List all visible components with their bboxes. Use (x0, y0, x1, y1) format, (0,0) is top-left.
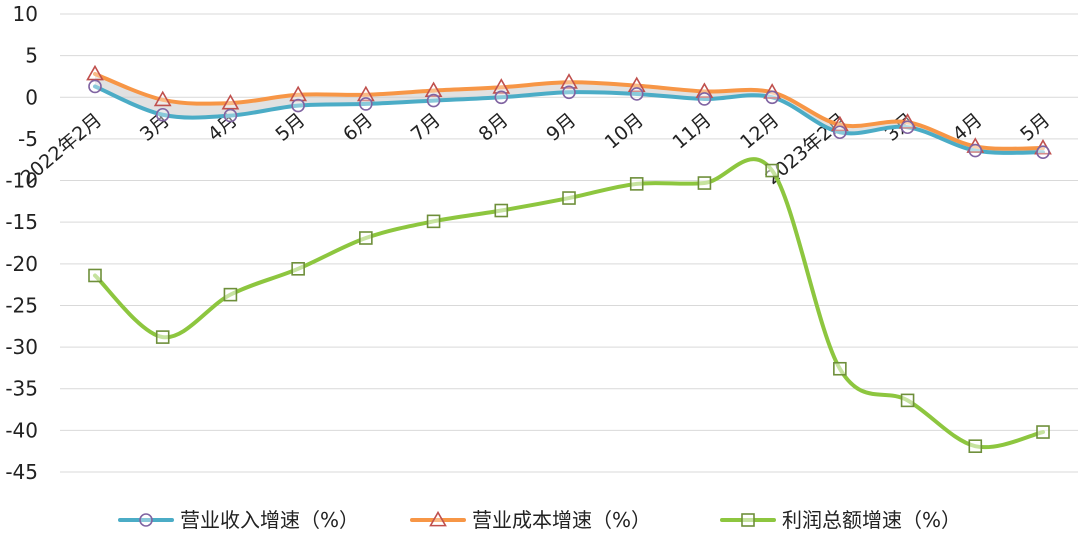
y-tick-label: -45 (5, 460, 38, 484)
x-tick-label: 8月 (475, 109, 513, 146)
x-tick-label: 10月 (601, 109, 648, 154)
data-point (833, 125, 847, 140)
legend-label: 利润总额增速（%） (782, 508, 961, 532)
data-point (86, 64, 104, 81)
data-point (155, 330, 170, 344)
data-point (629, 87, 644, 101)
data-point (155, 107, 170, 122)
legend: 营业收入增速（%） 营业成本增速（%） 利润总额增速（%） (118, 508, 961, 532)
data-point (562, 85, 576, 100)
revenue-cost-band (95, 73, 1043, 153)
data-point (560, 73, 578, 89)
x-tick-label: 5月 (271, 109, 309, 146)
y-tick-label: -30 (5, 335, 38, 359)
data-point (697, 176, 712, 190)
data-point (223, 108, 238, 123)
x-tick-label: 6月 (339, 109, 377, 146)
legend-label: 营业成本增速（%） (472, 508, 651, 532)
legend-marker (429, 510, 447, 527)
data-point (494, 90, 509, 105)
series-lines (93, 71, 1045, 450)
data-point (1036, 145, 1050, 160)
data-point (426, 93, 441, 108)
data-point (221, 93, 240, 110)
data-point (426, 214, 441, 229)
y-tick-label: 0 (25, 85, 38, 109)
legend-marker (139, 513, 153, 527)
data-point (900, 393, 915, 408)
x-tick-label: 12月 (736, 109, 783, 154)
data-point (765, 163, 779, 178)
y-tick-label: 5 (25, 44, 38, 68)
x-tick-label: 5月 (1016, 109, 1054, 146)
data-point (359, 97, 373, 111)
y-tick-label: -40 (5, 418, 38, 442)
series-line (93, 84, 1045, 155)
data-point (968, 439, 983, 453)
data-point (356, 85, 375, 102)
data-point (697, 92, 712, 106)
data-point (968, 143, 983, 158)
data-point (494, 203, 509, 218)
y-tick-label: -10 (5, 169, 38, 193)
y-tick-label: -20 (5, 252, 38, 276)
data-point (629, 177, 644, 191)
series-line (93, 157, 1045, 450)
data-point (562, 191, 576, 205)
data-point (765, 90, 779, 105)
legend-label: 营业收入增速（%） (180, 508, 359, 532)
y-axis-ticks: 10 5 0 -5 -10 -15 -20 -25 -30 -35 -40 -45 (5, 2, 38, 484)
data-point (492, 78, 511, 94)
y-tick-label: 10 (13, 2, 38, 26)
y-tick-label: -15 (5, 210, 38, 234)
data-point (223, 287, 238, 302)
data-point (627, 76, 646, 93)
series-band (95, 73, 1043, 153)
data-point (900, 120, 915, 135)
data-point (424, 81, 443, 98)
y-tick-label: -5 (18, 127, 38, 151)
data-point (359, 231, 373, 245)
x-tick-label: 9月 (542, 109, 580, 146)
data-point (291, 98, 305, 113)
data-point (291, 262, 305, 276)
legend-marker (741, 513, 755, 527)
data-point (833, 361, 847, 376)
series-markers (86, 64, 1052, 453)
y-tick-label: -25 (5, 293, 38, 317)
x-tick-label: 11月 (668, 109, 715, 154)
data-point (88, 268, 102, 283)
data-point (1036, 425, 1050, 439)
series-line (93, 71, 1045, 151)
data-point (153, 90, 172, 107)
data-point (88, 79, 102, 94)
x-tick-label: 7月 (407, 109, 445, 146)
y-tick-label: -35 (5, 377, 38, 401)
